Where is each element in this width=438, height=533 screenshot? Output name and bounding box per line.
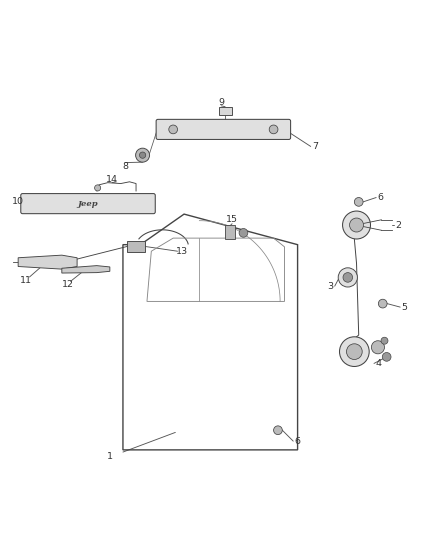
Text: 2: 2: [395, 221, 401, 230]
Text: 9: 9: [218, 98, 224, 107]
Polygon shape: [18, 255, 77, 269]
Circle shape: [274, 426, 283, 434]
Circle shape: [239, 229, 248, 237]
Text: 5: 5: [402, 303, 408, 312]
Text: 3: 3: [327, 281, 333, 290]
FancyBboxPatch shape: [156, 119, 290, 140]
Circle shape: [371, 341, 385, 354]
Circle shape: [350, 218, 364, 232]
Circle shape: [136, 148, 150, 162]
FancyBboxPatch shape: [225, 225, 235, 239]
Text: 7: 7: [312, 142, 318, 151]
Circle shape: [343, 272, 353, 282]
Text: Jeep: Jeep: [78, 200, 98, 208]
Text: 12: 12: [62, 280, 74, 289]
Text: 6: 6: [295, 437, 300, 446]
Circle shape: [378, 299, 387, 308]
Text: 10: 10: [12, 197, 24, 206]
Circle shape: [381, 337, 388, 344]
Circle shape: [343, 211, 371, 239]
Polygon shape: [62, 265, 110, 273]
Text: 6: 6: [378, 193, 384, 202]
Circle shape: [354, 198, 363, 206]
Text: 8: 8: [122, 163, 128, 172]
Circle shape: [382, 352, 391, 361]
Circle shape: [338, 268, 357, 287]
Circle shape: [269, 125, 278, 134]
Text: 14: 14: [106, 175, 118, 184]
FancyBboxPatch shape: [127, 241, 145, 252]
FancyBboxPatch shape: [21, 193, 155, 214]
Circle shape: [169, 125, 177, 134]
Text: 11: 11: [20, 276, 32, 285]
Circle shape: [339, 337, 369, 367]
Text: 13: 13: [176, 247, 188, 256]
Circle shape: [139, 152, 146, 158]
Circle shape: [346, 344, 362, 359]
Text: 15: 15: [226, 215, 238, 224]
Text: 1: 1: [107, 452, 113, 461]
Circle shape: [95, 185, 101, 191]
FancyBboxPatch shape: [219, 107, 232, 115]
Text: 4: 4: [375, 359, 381, 368]
